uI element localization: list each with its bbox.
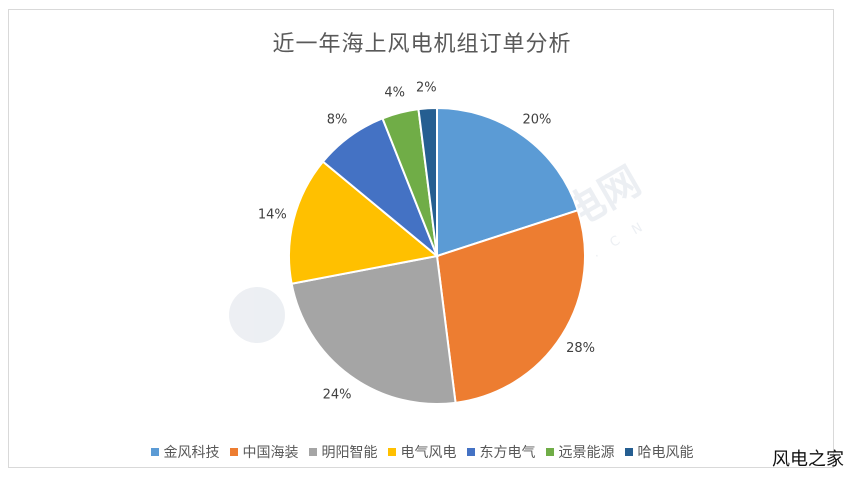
legend-item-3: 明阳智能 [308,442,378,462]
pie-slice-4 [288,160,440,285]
slice-label-1: 20% [522,112,551,127]
chart-title: 近一年海上风电机组订单分析 [272,32,572,57]
legend-label: 哈电风能 [637,445,694,461]
pie-slice-7 [417,106,438,257]
pie-slice-3 [290,254,457,405]
slice-label-3: 24% [323,388,352,403]
legend-item-2: 中国海装 [229,442,299,462]
pie-slice-1 [436,106,580,258]
legend-item-7: 哈电风能 [624,442,694,462]
chart-frame: 近一年海上风电机组订单分析 北极星风力发电网 F D . B J X . C O… [8,9,834,468]
legend-label: 中国海装 [242,445,299,461]
slice-label-4: 14% [258,208,287,223]
legend-label: 金风科技 [163,445,220,461]
legend-swatch [545,448,554,456]
legend-label: 明阳智能 [321,445,378,461]
legend-swatch [624,448,633,456]
legend-item-1: 金风科技 [150,442,220,462]
legend: 金风科技 中国海装 明阳智能 电气风电 东方电气 远景能源 哈电风能 [9,442,835,462]
legend-item-6: 远景能源 [545,442,615,462]
legend-swatch [308,448,317,456]
legend-item-5: 东方电气 [466,442,536,462]
legend-swatch [466,448,475,456]
legend-item-4: 电气风电 [387,442,457,462]
watermark-badge-icon [229,287,285,343]
pie-slice-2 [435,209,586,404]
legend-swatch [229,448,238,456]
legend-swatch [387,448,396,456]
legend-swatch [150,448,159,456]
slice-label-6: 4% [384,85,405,100]
slice-label-7: 2% [416,80,437,95]
corner-watermark: 风电之家 [772,449,844,470]
pie-chart: 北极星风力发电网 F D . B J X . C O M . C N 20%28… [229,80,650,405]
legend-label: 东方电气 [479,445,536,461]
slice-label-2: 28% [566,341,595,356]
legend-label: 电气风电 [400,445,457,461]
slice-label-5: 8% [327,112,348,127]
legend-label: 远景能源 [558,445,615,461]
